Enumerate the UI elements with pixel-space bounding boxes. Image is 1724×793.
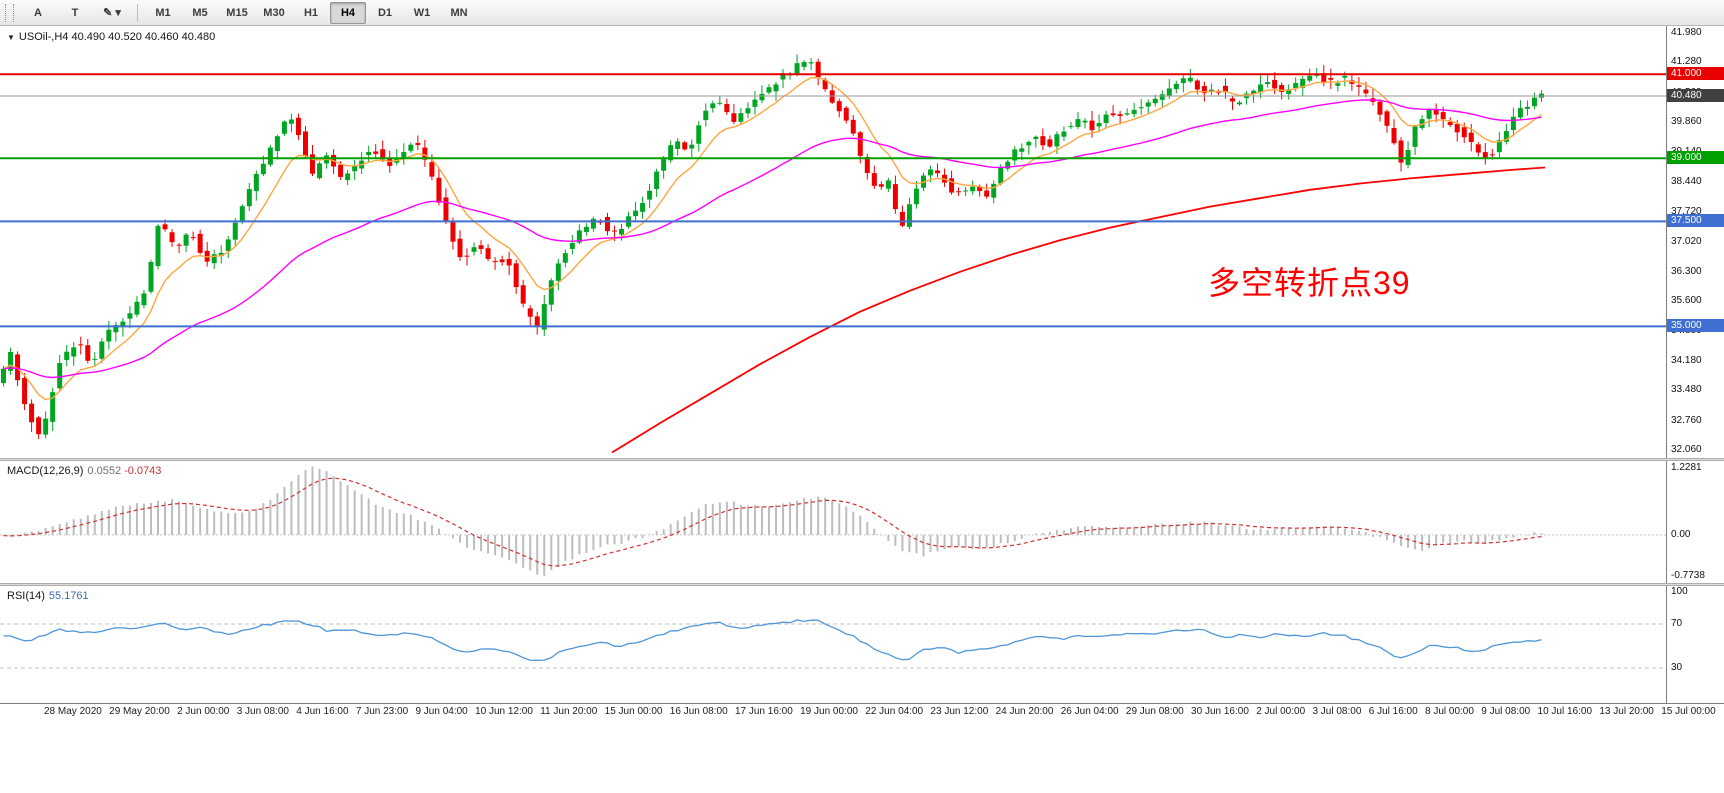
macd-value-main: 0.0552	[87, 465, 122, 477]
price-badge: 37.500	[1667, 214, 1724, 228]
timeframe-mn[interactable]: MN	[450, 6, 468, 19]
time-tick: 3 Jun 08:00	[236, 706, 289, 717]
time-tick: 19 Jun 00:00	[800, 706, 858, 717]
time-tick: 16 Jun 08:00	[669, 706, 728, 717]
drawing-tools-group: A T ✎ ▾	[20, 2, 130, 24]
timeframes-group: M1 M5 M15 M30 H1 H4 D1 W1 MN	[145, 1, 477, 24]
toolbar-separator	[137, 3, 138, 22]
time-tick: 4 Jun 16:00	[296, 706, 349, 717]
price-plot[interactable]	[0, 26, 1666, 458]
time-tick: 28 May 2020	[44, 706, 102, 717]
price-axis[interactable]: 41.98041.28040.56039.86039.14038.44037.7…	[1666, 26, 1724, 458]
price-tick: 38.440	[1671, 175, 1702, 187]
time-tick: 9 Jun 04:00	[415, 706, 468, 717]
timeframe-w1[interactable]: W1	[413, 6, 431, 19]
time-tick: 11 Jun 20:00	[540, 706, 598, 717]
macd-axis: 1.2281 0.00 -0.7738	[1666, 461, 1724, 583]
macd-plot[interactable]	[0, 461, 1666, 583]
cursor-tool[interactable]: A	[34, 6, 42, 19]
text-label-tool[interactable]: T	[71, 6, 79, 19]
time-tick: 23 Jun 12:00	[930, 706, 989, 717]
macd-label: MACD(12,26,9)	[7, 465, 84, 477]
footer-space	[0, 721, 1724, 793]
timeframe-d1[interactable]: D1	[377, 6, 393, 19]
time-tick: 3 Jul 08:00	[1312, 706, 1362, 717]
price-badge: 39.000	[1667, 151, 1724, 165]
rsi-tick: 30	[1671, 662, 1683, 673]
timeframe-m15[interactable]: M15	[226, 6, 248, 19]
time-tick: 17 Jun 16:00	[734, 706, 793, 717]
time-tick: 9 Jul 08:00	[1481, 706, 1531, 717]
timeframe-m1[interactable]: M1	[155, 6, 171, 19]
time-tick: 2 Jun 00:00	[177, 706, 230, 717]
macd-panel: MACD(12,26,9) 0.0552 -0.0743 1.2281 0.00 -0.…	[0, 461, 1724, 583]
rsi-value: 55.1761	[48, 590, 89, 602]
toolbar-grip[interactable]	[5, 3, 14, 22]
top-toolbar: A T ✎ ▾ M1 M5 M15 M30 H1 H4 D1 W1 MN	[0, 0, 1724, 26]
time-tick: 22 Jun 04:00	[865, 706, 924, 717]
price-tick: 41.280	[1671, 56, 1702, 68]
timeframe-h1[interactable]: H1	[303, 6, 319, 19]
rsi-axis: 100 70 30	[1666, 586, 1724, 703]
price-tick: 37.720	[1671, 206, 1702, 218]
price-badge: 35.000	[1667, 319, 1724, 333]
chart-annotation: 多空转折点39	[1208, 265, 1411, 301]
price-tick: 35.600	[1671, 295, 1702, 307]
time-tick: 24 Jun 20:00	[995, 706, 1054, 717]
price-tick: 36.300	[1671, 265, 1702, 277]
panel-splitter[interactable]	[0, 583, 1724, 586]
chart-title: ▼ USOil-,H4 40.490 40.520 40.460 40.480	[7, 31, 215, 43]
price-tick: 32.060	[1671, 444, 1702, 455]
time-tick: 15 Jul 00:00	[1661, 706, 1716, 717]
timeframe-m30[interactable]: M30	[263, 6, 285, 19]
price-tick: 37.020	[1671, 235, 1702, 247]
macd-tick: 0.00	[1671, 528, 1691, 540]
time-tick: 7 Jun 23:00	[355, 706, 409, 717]
price-tick: 32.760	[1671, 414, 1702, 426]
time-tick: 2 Jul 00:00	[1256, 706, 1306, 717]
time-axis[interactable]: 28 May 2020 29 May 20:00 2 Jun 00:00 3 Jun …	[0, 703, 1724, 721]
price-tick: 41.980	[1671, 27, 1702, 38]
time-tick: 8 Jul 00:00	[1425, 706, 1474, 717]
time-tick: 26 Jun 04:00	[1060, 706, 1119, 717]
timeframe-h4[interactable]: H4	[330, 1, 366, 24]
price-badge: 40.480	[1667, 89, 1724, 103]
rsi-plot[interactable]	[0, 586, 1666, 703]
price-badge: 41.000	[1667, 67, 1724, 81]
time-tick: 29 May 20:00	[109, 706, 170, 717]
timeframe-m5[interactable]: M5	[192, 6, 208, 19]
price-tick: 34.180	[1671, 354, 1702, 366]
macd-header: MACD(12,26,9) 0.0552 -0.0743	[7, 465, 161, 477]
draw-tool[interactable]: ✎ ▾	[103, 7, 121, 19]
time-tick: 15 Jun 00:00	[604, 706, 663, 717]
rsi-panel: RSI(14) 55.1761 100 70 30	[0, 586, 1724, 703]
price-tick: 39.860	[1671, 116, 1702, 128]
price-chart-panel: ▼ USOil-,H4 40.490 40.520 40.460 40.480 多…	[0, 26, 1724, 458]
time-tick: 13 Jul 20:00	[1599, 706, 1654, 717]
rsi-tick: 100	[1671, 586, 1688, 597]
time-tick: 10 Jun 12:00	[475, 706, 533, 717]
time-tick: 29 Jun 08:00	[1125, 706, 1184, 717]
time-tick: 30 Jun 16:00	[1191, 706, 1249, 717]
macd-value-signal: -0.0743	[124, 465, 162, 477]
panel-splitter[interactable]	[0, 458, 1724, 461]
time-tick: 6 Jul 16:00	[1368, 706, 1418, 717]
chart-title-text: USOil-,H4 40.490 40.520 40.460 40.480	[18, 31, 216, 43]
rsi-label: RSI(14)	[7, 590, 45, 602]
macd-tick: 1.2281	[1671, 462, 1702, 473]
rsi-header: RSI(14) 55.1761	[7, 590, 89, 602]
macd-tick: -0.7738	[1671, 570, 1705, 581]
price-tick: 33.480	[1671, 384, 1702, 396]
rsi-tick: 70	[1671, 618, 1683, 629]
time-tick: 10 Jul 16:00	[1537, 706, 1593, 717]
chart-dropdown-arrow[interactable]: ▼	[7, 33, 15, 42]
